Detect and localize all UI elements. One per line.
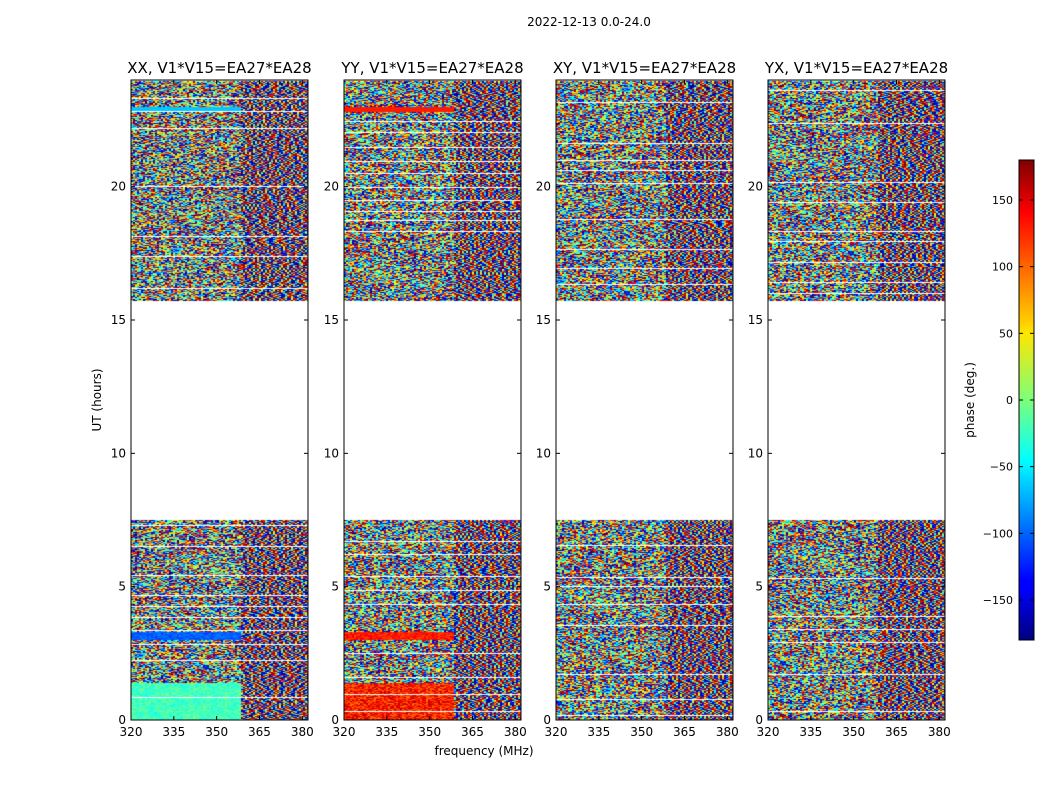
panels: XX, V1*V15=EA27*EA28 320 335 350 365 380 0 5 10 1… <box>111 59 951 739</box>
y-tick-label: 0 <box>118 713 126 727</box>
y-tick-label: 5 <box>331 580 339 594</box>
y-tick-label: 20 <box>536 180 551 194</box>
x-tick-label: 350 <box>630 725 653 739</box>
panel-frame <box>343 79 522 721</box>
panel-title: YY, V1*V15=EA27*EA28 <box>340 59 523 77</box>
panel-yx: YX, V1*V15=EA27*EA28 320 335 350 365 380 0 5 10 1… <box>748 59 951 739</box>
x-tick-label: 350 <box>842 725 865 739</box>
x-tick-label: 365 <box>248 725 271 739</box>
x-tick-label: 320 <box>545 725 568 739</box>
colorbar-tick-label: −100 <box>983 527 1013 540</box>
x-tick-label: 320 <box>757 725 780 739</box>
y-tick-label: 10 <box>111 446 126 460</box>
y-tick-label: 20 <box>748 180 763 194</box>
y-tick-label: 15 <box>111 313 126 327</box>
colorbar-tick-label: 150 <box>992 194 1013 207</box>
y-tick-label: 5 <box>755 580 763 594</box>
y-tick-label: 5 <box>543 580 551 594</box>
y-tick-label: 5 <box>118 580 126 594</box>
y-tick-label: 20 <box>324 180 339 194</box>
panel-title: XY, V1*V15=EA27*EA28 <box>553 59 736 77</box>
x-tick-label: 335 <box>587 725 610 739</box>
panel-frame <box>767 79 946 721</box>
y-tick-label: 15 <box>324 313 339 327</box>
x-tick-label: 350 <box>418 725 441 739</box>
colorbar-tick-label: 100 <box>992 261 1013 274</box>
x-axis-label: frequency (MHz) <box>434 744 533 758</box>
phase-heatmap <box>131 80 308 720</box>
x-tick-label: 380 <box>504 725 527 739</box>
phase-heatmap <box>344 80 521 720</box>
colorbar-label: phase (deg.) <box>963 362 977 438</box>
y-tick-label: 20 <box>111 180 126 194</box>
x-tick-label: 350 <box>205 725 228 739</box>
x-tick-label: 335 <box>162 725 185 739</box>
x-tick-label: 320 <box>333 725 356 739</box>
y-tick-label: 0 <box>543 713 551 727</box>
colorbar-tick-label: −50 <box>990 461 1013 474</box>
y-tick-label: 0 <box>755 713 763 727</box>
phase-heatmap <box>556 80 733 720</box>
x-tick-label: 380 <box>291 725 314 739</box>
colorbar-tick-label: 50 <box>999 327 1013 340</box>
y-tick-label: 0 <box>331 713 339 727</box>
x-tick-label: 320 <box>120 725 143 739</box>
x-tick-label: 380 <box>716 725 739 739</box>
colorbar-tick-label: 0 <box>1006 394 1013 407</box>
colorbar-tick-label: −150 <box>983 594 1013 607</box>
panel-title: YX, V1*V15=EA27*EA28 <box>764 59 948 77</box>
x-tick-label: 335 <box>799 725 822 739</box>
panel-title: XX, V1*V15=EA27*EA28 <box>127 59 311 77</box>
x-tick-label: 365 <box>673 725 696 739</box>
y-tick-label: 15 <box>748 313 763 327</box>
panel-frame <box>130 79 309 721</box>
x-tick-label: 365 <box>461 725 484 739</box>
phase-heatmap <box>768 80 945 720</box>
y-tick-label: 10 <box>536 446 551 460</box>
y-tick-label: 15 <box>536 313 551 327</box>
figure-suptitle: 2022-12-13 0.0-24.0 <box>527 15 651 29</box>
y-axis-label: UT (hours) <box>90 368 104 431</box>
y-tick-label: 10 <box>324 446 339 460</box>
colorbar: 150 100 50 0 −50 −100 −150 phase (deg.) <box>963 159 1035 641</box>
panel-frame <box>555 79 734 721</box>
panel-xx: XX, V1*V15=EA27*EA28 320 335 350 365 380 0 5 10 1… <box>111 59 314 739</box>
x-tick-label: 380 <box>928 725 951 739</box>
panel-xy: XY, V1*V15=EA27*EA28 320 335 350 365 380 0 5 10 1… <box>536 59 739 739</box>
x-tick-label: 365 <box>885 725 908 739</box>
panel-yy: YY, V1*V15=EA27*EA28 320 335 350 365 380 0 5 10 1… <box>324 59 527 739</box>
colorbar-ticks: 150 100 50 0 −50 −100 −150 <box>983 194 1034 607</box>
x-tick-label: 335 <box>375 725 398 739</box>
y-tick-label: 10 <box>748 446 763 460</box>
